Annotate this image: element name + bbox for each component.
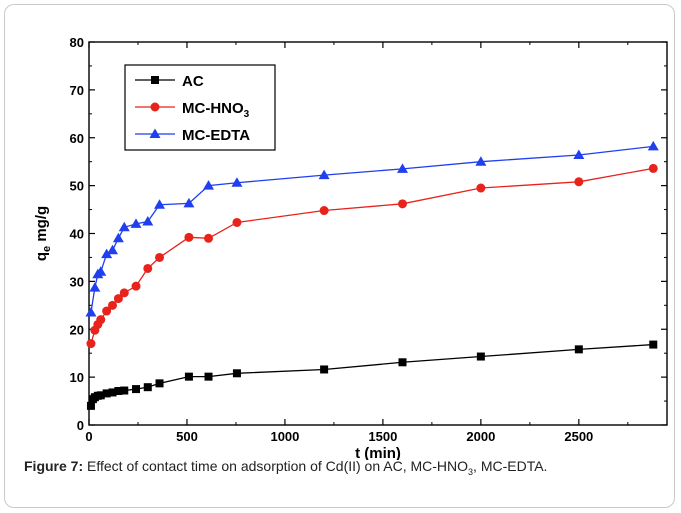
data-point <box>183 197 195 208</box>
data-point <box>573 149 585 159</box>
y-tick-label: 50 <box>70 179 84 194</box>
data-point <box>574 345 583 354</box>
data-point <box>85 306 97 317</box>
figure-caption: Figure 7: Effect of contact time on adso… <box>24 458 547 477</box>
data-point <box>648 163 658 173</box>
x-tick-label: 2000 <box>466 429 495 444</box>
data-point <box>132 385 141 394</box>
data-point <box>108 300 118 310</box>
data-point <box>102 306 112 316</box>
data-point <box>476 183 486 193</box>
data-point <box>232 369 241 378</box>
data-point <box>475 156 487 166</box>
series-triangle <box>85 140 659 317</box>
data-point <box>96 391 105 400</box>
data-point <box>112 232 124 243</box>
data-point <box>95 266 107 276</box>
data-point <box>86 339 96 349</box>
data-point <box>102 389 111 398</box>
data-point <box>119 288 129 298</box>
series-square <box>86 340 658 410</box>
data-point <box>204 372 213 381</box>
series-line <box>90 145 654 313</box>
legend-label: MC-EDTA <box>182 127 250 144</box>
legend-label: MC-HNO3 <box>182 100 250 120</box>
legend-label: AC <box>182 73 204 90</box>
figure-frame <box>4 4 675 508</box>
x-tick-label: 2500 <box>564 429 593 444</box>
data-point <box>143 383 152 392</box>
adsorption-chart: 0 500 1000 1500 2000 2500 0 10 20 30 40 50 60 70 80 t (… <box>33 35 668 460</box>
data-point <box>108 388 117 397</box>
data-point <box>155 252 165 262</box>
data-point <box>131 281 141 291</box>
data-point <box>96 315 106 325</box>
data-point <box>231 177 243 187</box>
y-tick-label: 60 <box>70 131 84 146</box>
data-point <box>320 365 329 374</box>
data-point <box>397 199 407 209</box>
series-line <box>90 343 654 407</box>
x-tick-label: 500 <box>176 429 198 444</box>
y-tick-label: 70 <box>70 83 84 98</box>
caption-label: Figure 7: <box>24 458 84 474</box>
data-point <box>396 163 408 173</box>
series-line <box>90 167 654 344</box>
data-point <box>319 206 329 216</box>
data-point <box>114 387 123 396</box>
data-point <box>142 216 154 226</box>
y-tick-label: 80 <box>70 35 84 50</box>
data-point <box>154 199 166 209</box>
caption-subscript: 3 <box>468 466 474 477</box>
legend-marker <box>150 102 160 112</box>
legend-marker <box>149 128 161 138</box>
y-tick-label: 40 <box>70 227 84 242</box>
y-tick-label: 0 <box>77 418 84 433</box>
data-point <box>398 358 407 367</box>
data-point <box>101 248 113 259</box>
data-point <box>120 386 129 395</box>
data-point <box>647 140 659 151</box>
data-point <box>476 352 485 361</box>
data-point <box>232 217 242 227</box>
data-point <box>107 244 119 255</box>
x-tick-label: 0 <box>85 429 92 444</box>
series-circle <box>86 163 658 349</box>
y-tick-label: 10 <box>70 370 84 385</box>
caption-text: Effect of contact time on adsorption of … <box>83 458 469 474</box>
data-point <box>184 232 194 242</box>
data-point <box>184 372 193 381</box>
data-point <box>118 221 130 232</box>
x-tick-label: 1000 <box>270 429 299 444</box>
data-point <box>130 218 142 228</box>
y-axis-label: qe mg/g <box>33 206 53 261</box>
data-point <box>155 379 164 388</box>
data-point <box>89 282 101 292</box>
data-point <box>574 177 584 187</box>
legend-marker <box>151 76 159 84</box>
data-point <box>86 401 95 410</box>
data-point <box>113 294 123 304</box>
data-point <box>318 169 330 180</box>
data-point <box>203 180 215 190</box>
data-point <box>143 263 153 273</box>
y-tick-label: 20 <box>70 322 84 337</box>
x-tick-label: 1500 <box>368 429 397 444</box>
data-point <box>649 340 658 349</box>
x-axis-label: t (min) <box>355 445 401 460</box>
caption-text-end: , MC-EDTA. <box>473 458 548 474</box>
data-point <box>204 233 214 243</box>
y-tick-label: 30 <box>70 274 84 289</box>
